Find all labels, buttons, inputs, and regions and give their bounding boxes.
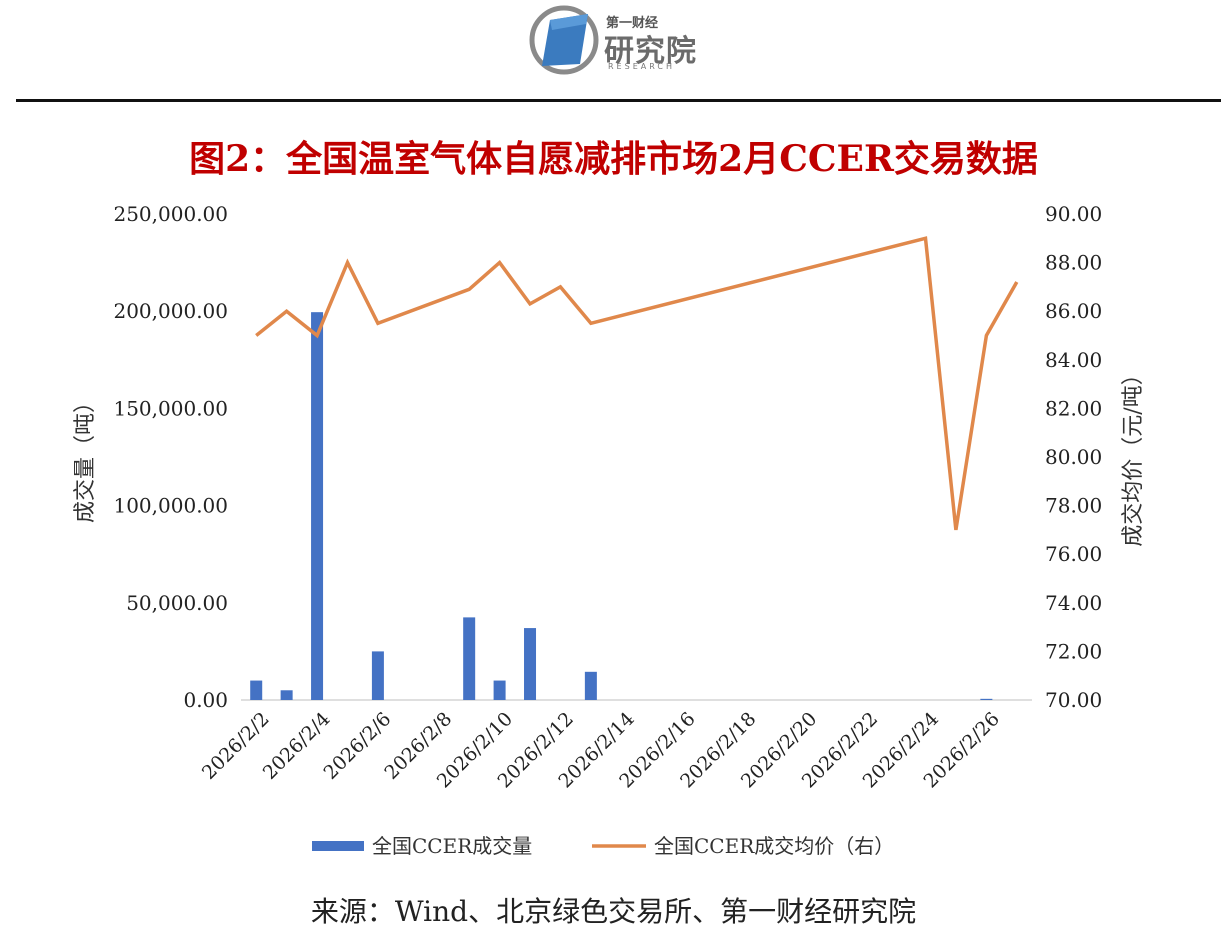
volume-bar [584, 671, 597, 700]
volume-bar [493, 680, 506, 700]
y-right-axis-label: 成交均价（元/吨） [1121, 363, 1146, 546]
y-left-axis-label: 成交量（吨） [73, 391, 98, 523]
y-right-tick-label: 80.00 [1045, 445, 1102, 469]
y-right-tick-label: 82.00 [1045, 396, 1102, 420]
logo: 第一财经 研究院 RESEARCH [528, 4, 708, 76]
y-right-tick-label: 90.00 [1045, 202, 1102, 226]
legend-line-label: 全国CCER成交均价（右） [654, 834, 894, 858]
y-right-tick-label: 78.00 [1045, 494, 1102, 518]
volume-bar [250, 680, 263, 700]
volume-bar [371, 651, 384, 700]
volume-bar [280, 690, 293, 700]
source-note: 来源：Wind、北京绿色交易所、第一财经研究院 [310, 895, 917, 928]
volume-bar [311, 312, 324, 700]
y-right-tick-label: 72.00 [1045, 639, 1102, 663]
y-right-tick-label: 76.00 [1045, 542, 1102, 566]
y-right-tick-label: 88.00 [1045, 251, 1102, 275]
logo-emblem-icon [529, 5, 599, 75]
y-right-tick-label: 70.00 [1045, 688, 1102, 712]
y-right-tick-label: 84.00 [1045, 348, 1102, 372]
y-left-tick-label: 0.00 [183, 688, 228, 712]
y-right-tick-label: 86.00 [1045, 299, 1102, 323]
header-divider [16, 99, 1221, 102]
price-line [255, 236, 1019, 531]
y-right-tick-label: 74.00 [1045, 591, 1102, 615]
legend-bar-swatch [312, 841, 364, 851]
chart-area: 0.00 50,000.00 100,000.00 150,000.00 200,000… [73, 202, 1146, 858]
y-left-tick-label: 200,000.00 [113, 299, 228, 323]
logo-main-text: 研究院 [604, 34, 697, 69]
legend-bar-label: 全国CCER成交量 [372, 834, 532, 858]
volume-bar [463, 617, 476, 700]
y-left-tick-label: 250,000.00 [113, 202, 228, 226]
chart-title: 图2：全国温室气体自愿减排市场2月CCER交易数据 [189, 138, 1038, 180]
y-left-tick-label: 150,000.00 [113, 396, 228, 420]
y-left-tick-label: 50,000.00 [126, 591, 228, 615]
volume-bar [524, 628, 537, 700]
y-left-tick-label: 100,000.00 [113, 494, 228, 518]
logo-english-text: RESEARCH [608, 62, 675, 71]
volume-bar [980, 698, 993, 700]
logo-small-text: 第一财经 [606, 16, 659, 31]
